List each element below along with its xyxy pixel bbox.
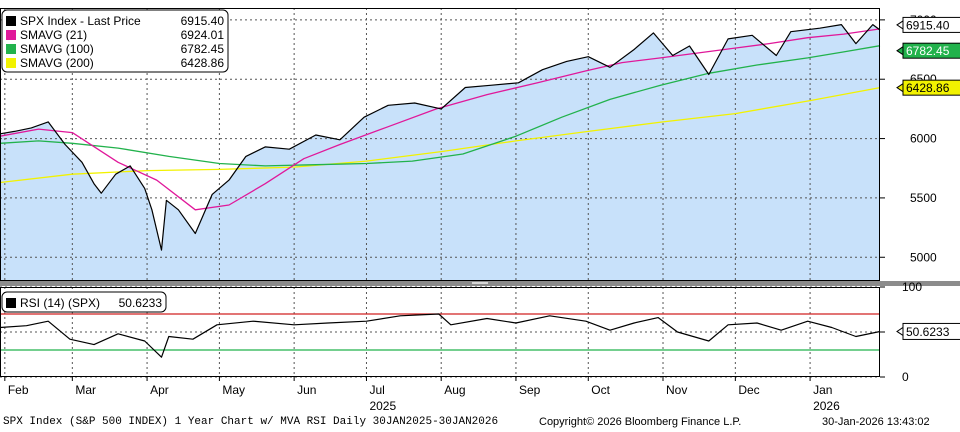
price-legend-box: [1, 9, 229, 73]
rsi-right-label: 50.6233: [906, 325, 950, 339]
rsi-panel-border: [0, 287, 880, 377]
right-label-pointer-s100: [896, 45, 904, 56]
panel-separator-grip: [472, 282, 488, 284]
x-tick-label-jul: Jul: [369, 383, 384, 397]
right-label-pointer-px: [896, 19, 904, 30]
legend-swatch-px: [6, 16, 16, 26]
x-year-label-2026: 2026: [813, 399, 840, 413]
series-line-smavg-200: [0, 86, 881, 184]
price-area-fill: [0, 24, 880, 281]
series-line-rsi: [0, 313, 881, 358]
legend-value-rsi: 50.6233: [119, 296, 163, 310]
right-label-s200: 6428.86: [906, 81, 950, 95]
right-label-s100: 6782.45: [906, 44, 950, 58]
legend-label-rsi: RSI (14) (SPX): [20, 296, 100, 310]
x-tick-label-oct: Oct: [591, 383, 610, 397]
price-panel-border: [0, 8, 880, 281]
series-line-smavg-100: [0, 45, 881, 167]
legend-swatch-rsi: [6, 298, 16, 308]
rsi-legend: RSI (14) (SPX) 50.6233: [1, 291, 167, 313]
legend-value-s100: 6782.45: [181, 42, 225, 56]
x-axis: Feb Mar Apr May Jun Jul Aug Sep Oct Nov Dec Jan 2025…: [4, 377, 840, 413]
price-right-labels: 6915.40 6782.45 6428.86: [896, 16, 960, 96]
x-tick-label-sep: Sep: [519, 383, 541, 397]
legend-value-s200: 6428.86: [181, 56, 225, 70]
x-tick-label-mar: Mar: [75, 383, 96, 397]
legend-swatch-s100: [6, 44, 16, 54]
series-line-last-price: [0, 24, 881, 251]
x-tick-label-feb: Feb: [8, 383, 29, 397]
legend-label-s100: SMAVG (100): [20, 42, 94, 56]
x-tick-label-nov: Nov: [666, 383, 687, 397]
legend-label-s21: SMAVG (21): [20, 28, 87, 42]
footer-copyright: Copyright© 2026 Bloomberg Finance L.P.: [539, 416, 742, 428]
x-year-label-2025: 2025: [369, 399, 396, 413]
legend-label-px: SPX Index - Last Price: [20, 14, 141, 28]
x-tick-label-aug: Aug: [444, 383, 465, 397]
x-tick-label-may: May: [222, 383, 245, 397]
x-tick-label-dec: Dec: [738, 383, 759, 397]
rsi-y-tick-label-100: 100: [902, 280, 922, 294]
right-label-pointer-s200: [896, 82, 904, 93]
x-tick-label-jan: Jan: [813, 383, 832, 397]
price-y-tick-label-5500: 5500: [910, 191, 937, 205]
x-tick-label-apr: Apr: [150, 383, 169, 397]
rsi-y-tick-label-0: 0: [902, 370, 909, 384]
legend-swatch-s200: [6, 58, 16, 68]
rsi-right-label-pointer: [896, 326, 904, 337]
series-line-smavg-21: [0, 28, 881, 211]
legend-value-s21: 6924.01: [181, 28, 225, 42]
legend-swatch-s21: [6, 30, 16, 40]
price-y-tick-label-6000: 6000: [910, 132, 937, 146]
x-tick-label-jun: Jun: [297, 383, 316, 397]
legend-label-s200: SMAVG (200): [20, 56, 94, 70]
footer-timestamp: 30-Jan-2026 13:43:02: [822, 416, 930, 428]
footer-description: SPX Index (S&P 500 INDEX) 1 Year Chart w…: [3, 416, 499, 428]
legend-value-px: 6915.40: [181, 14, 225, 28]
price-legend: SPX Index - Last Price 6915.40 SMAVG (21) 6…: [1, 9, 229, 73]
right-label-px: 6915.40: [906, 18, 950, 32]
rsi-legend-box: [1, 291, 167, 313]
price-y-tick-label-5000: 5000: [910, 250, 937, 264]
